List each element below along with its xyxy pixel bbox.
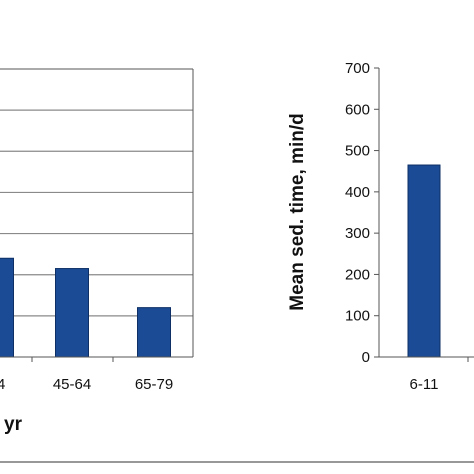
right-y-tick-label: 700 bbox=[345, 60, 370, 77]
right-chart: 0 100 200 300 400 500 600 700 6-11 Mean sed. ti… bbox=[287, 60, 474, 393]
right-x-tick-label: 6-11 bbox=[410, 376, 439, 393]
left-x-tick-label: 65-79 bbox=[135, 376, 173, 393]
right-x-ticks: 6-11 bbox=[410, 357, 469, 393]
right-y-tick-label: 100 bbox=[345, 308, 370, 325]
right-y-ticks: 0 100 200 300 400 500 600 700 bbox=[345, 60, 379, 366]
left-x-ticks: 44 45-64 65-79 bbox=[0, 357, 173, 393]
right-y-axis-title: Mean sed. time, min/d bbox=[287, 113, 308, 310]
right-y-tick-label: 200 bbox=[345, 266, 370, 283]
right-bars bbox=[407, 164, 441, 358]
left-bars bbox=[0, 257, 171, 358]
left-x-axis-title: yr bbox=[4, 414, 23, 435]
left-x-tick-label: 45-64 bbox=[53, 376, 91, 393]
right-y-tick-label: 0 bbox=[362, 349, 370, 366]
left-bar bbox=[137, 307, 171, 358]
left-gridlines bbox=[0, 109, 193, 317]
right-y-tick-label: 600 bbox=[345, 101, 370, 118]
left-bar bbox=[55, 268, 89, 358]
left-bar bbox=[0, 257, 14, 358]
right-y-tick-label: 500 bbox=[345, 143, 370, 160]
left-chart: 44 45-64 65-79 yr bbox=[0, 68, 194, 435]
right-bar bbox=[407, 164, 441, 358]
right-y-tick-label: 400 bbox=[345, 184, 370, 201]
right-y-tick-label: 300 bbox=[345, 225, 370, 242]
left-x-tick-label: 44 bbox=[0, 376, 5, 393]
